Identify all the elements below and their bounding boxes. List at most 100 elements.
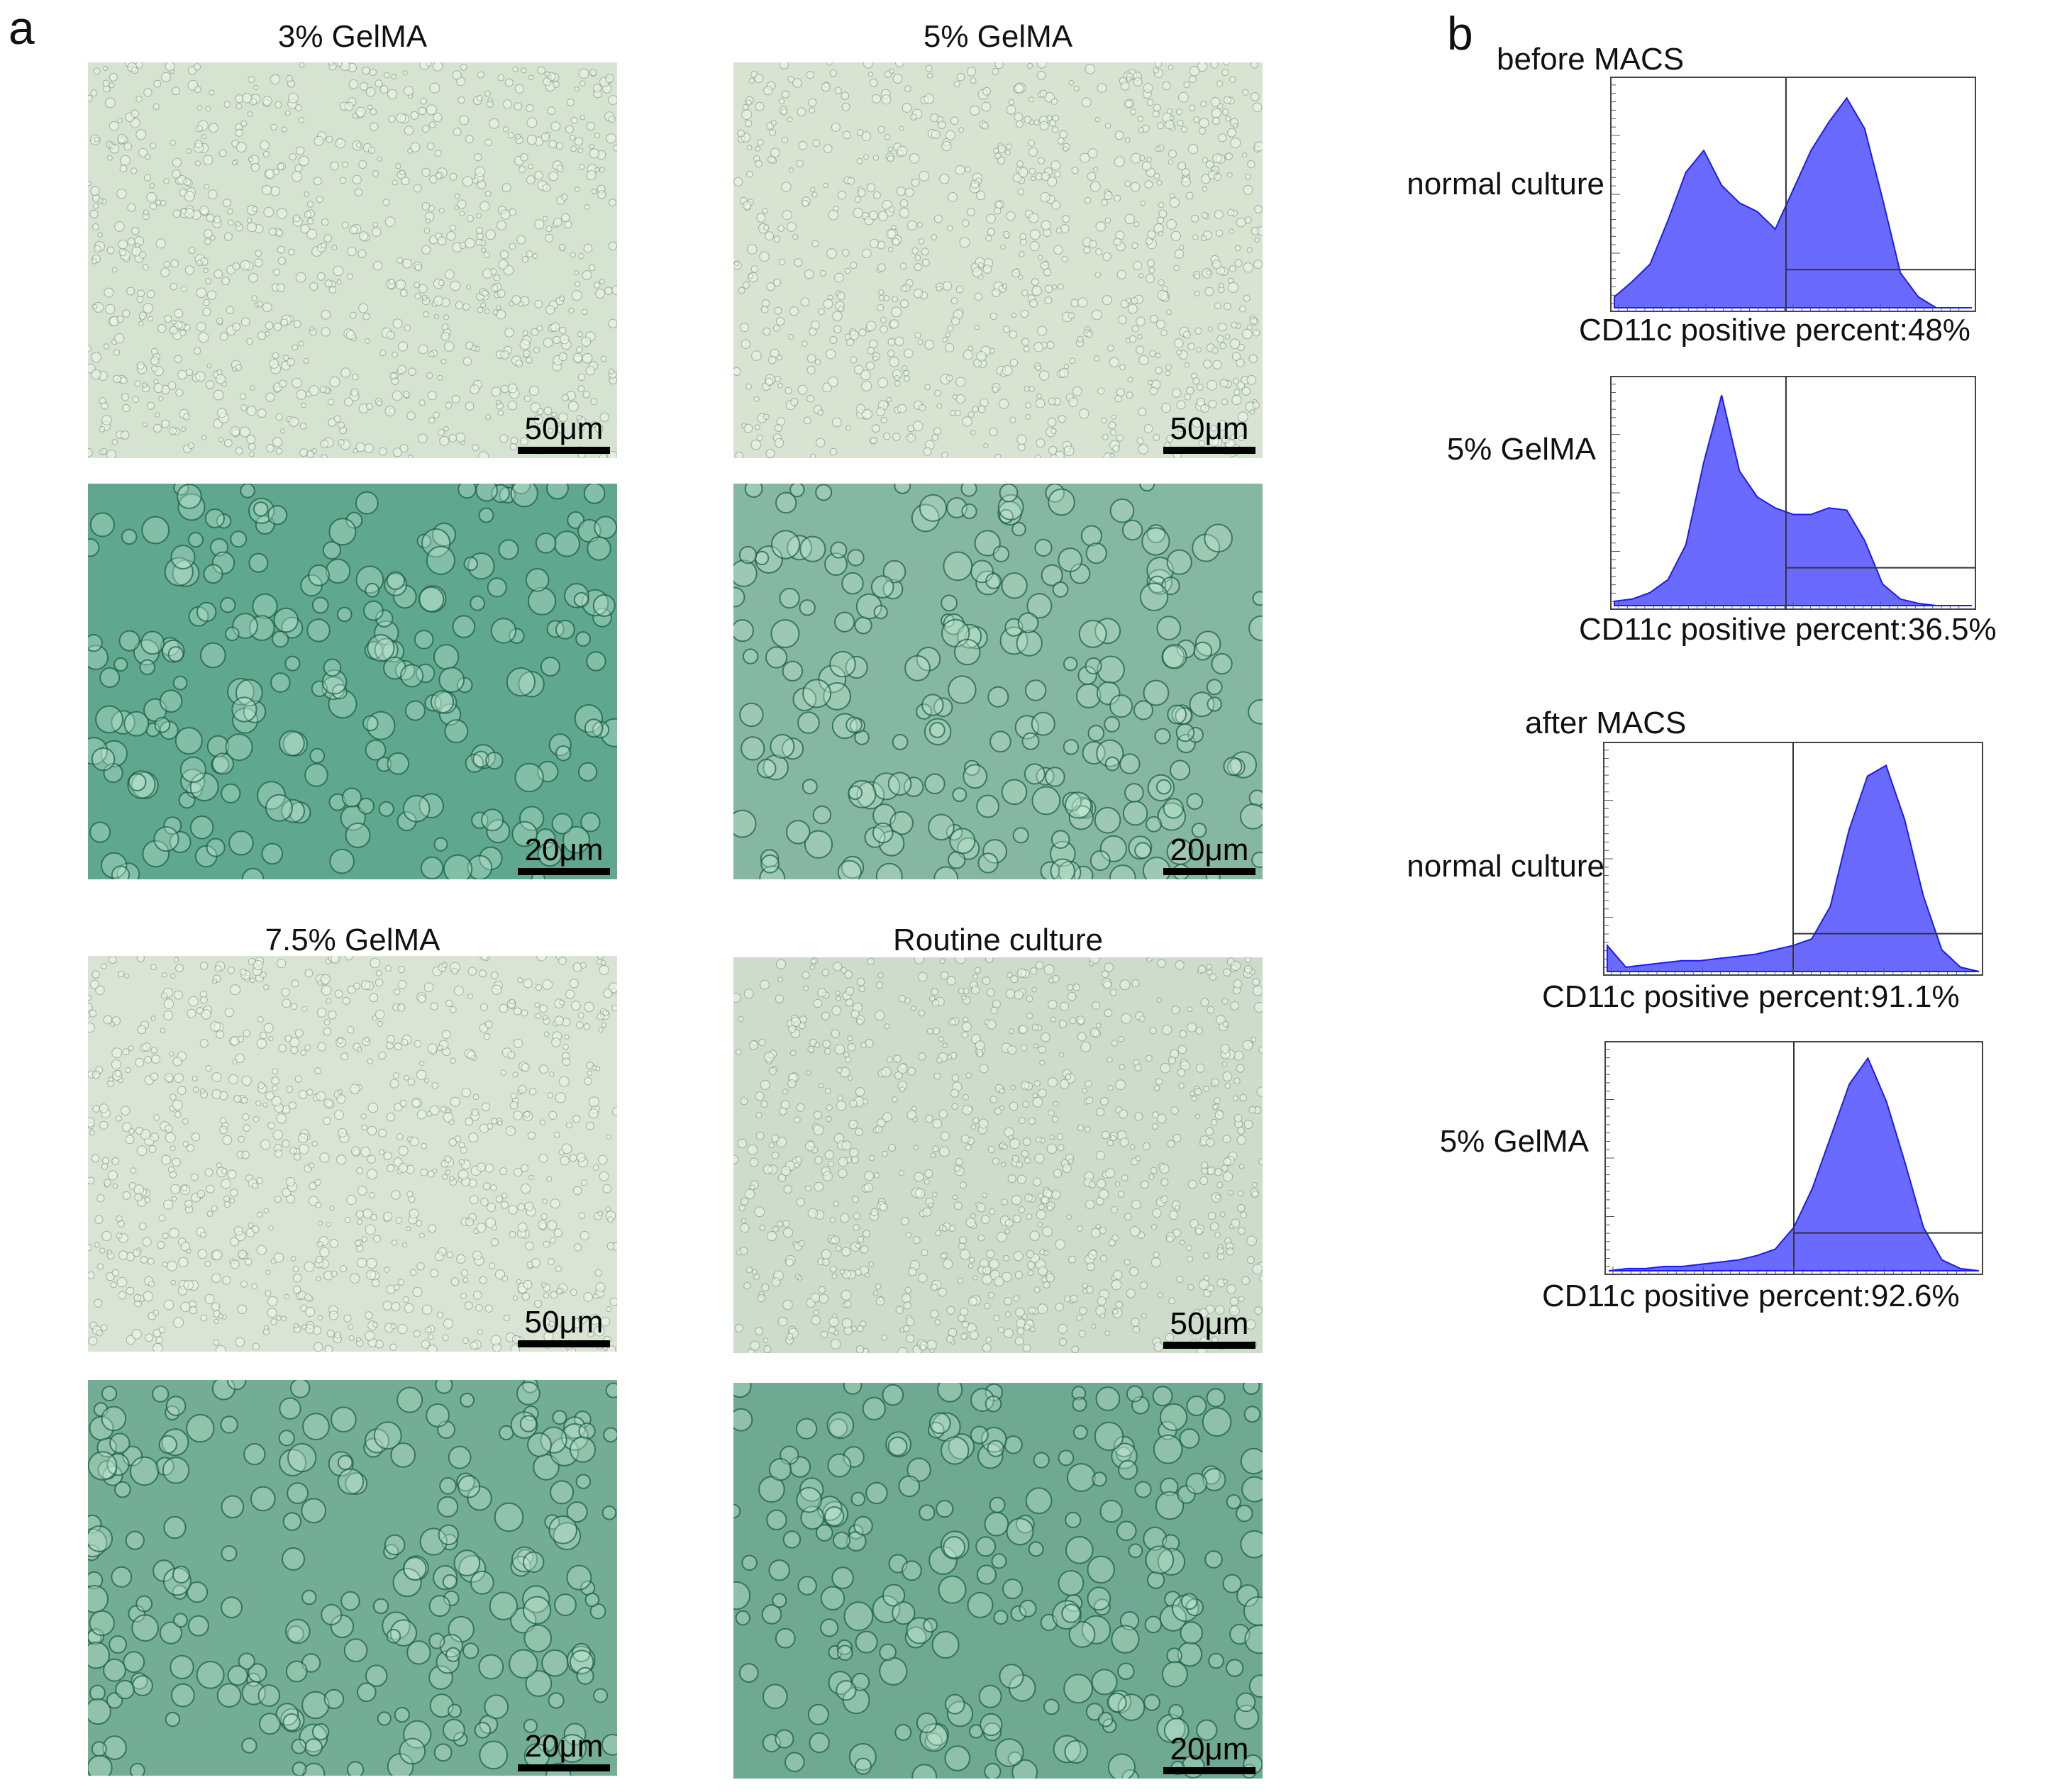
cell — [1214, 302, 1221, 310]
cell — [763, 1345, 772, 1353]
cell — [1148, 379, 1153, 386]
cell — [273, 322, 282, 331]
cell — [873, 605, 888, 620]
cell — [775, 375, 781, 382]
cell — [853, 1224, 860, 1231]
cell — [153, 1329, 162, 1337]
cell — [761, 1283, 770, 1292]
cell — [1157, 1292, 1163, 1298]
cell — [555, 1288, 562, 1295]
cell — [997, 145, 1007, 153]
cell — [959, 1236, 967, 1245]
cell — [284, 655, 301, 672]
cell — [1007, 1045, 1017, 1055]
cell — [492, 309, 499, 316]
cell — [863, 1230, 871, 1238]
cell — [465, 1118, 474, 1126]
cell — [1207, 1166, 1216, 1175]
cell — [358, 231, 369, 241]
cell — [913, 1145, 919, 1150]
cell — [1224, 1082, 1231, 1089]
cell — [1202, 157, 1209, 164]
cell — [1018, 1206, 1026, 1213]
cell — [1086, 1262, 1095, 1271]
cell — [1244, 216, 1252, 224]
cell — [1141, 1180, 1149, 1189]
cell — [202, 155, 214, 165]
cell — [429, 1693, 454, 1718]
cell — [1147, 230, 1156, 239]
cell — [1016, 630, 1043, 657]
cell — [857, 1235, 865, 1243]
cell — [176, 484, 202, 509]
cell — [1037, 62, 1047, 69]
cell — [1191, 1096, 1197, 1102]
cell — [215, 1345, 226, 1352]
cell — [550, 1237, 556, 1244]
cell — [227, 967, 235, 974]
cell — [1085, 1096, 1094, 1105]
cell — [1252, 978, 1260, 986]
cell — [443, 314, 450, 321]
cell — [802, 971, 810, 979]
cell — [222, 199, 232, 208]
cell — [919, 1723, 948, 1752]
cell — [337, 1454, 353, 1471]
cell — [404, 1075, 410, 1081]
cell — [250, 977, 255, 984]
cell — [479, 956, 489, 961]
cell — [765, 231, 775, 241]
cell — [307, 218, 314, 225]
cell — [1037, 157, 1045, 165]
cell — [1019, 251, 1025, 257]
cell — [575, 631, 591, 647]
cell — [194, 347, 201, 355]
cell — [391, 1302, 401, 1312]
cell — [741, 1197, 749, 1206]
cell — [864, 1171, 875, 1181]
cell — [330, 1614, 355, 1639]
cell — [345, 822, 371, 848]
cell — [483, 251, 490, 258]
cell — [421, 528, 451, 558]
cell — [88, 1022, 95, 1033]
cell — [862, 248, 872, 259]
cell — [1050, 160, 1061, 171]
cell — [1206, 1284, 1214, 1293]
cell — [750, 1340, 760, 1351]
cell — [230, 1237, 240, 1247]
cell — [1203, 1086, 1210, 1092]
cell — [375, 79, 383, 88]
cell — [850, 1491, 866, 1507]
cell — [338, 421, 345, 429]
cell — [924, 94, 935, 104]
cell — [553, 218, 562, 227]
cell — [111, 710, 135, 735]
cell — [1199, 118, 1209, 128]
cell — [389, 1079, 399, 1089]
cell — [237, 1035, 244, 1042]
cell — [826, 1104, 833, 1111]
cell — [148, 1280, 155, 1288]
cell — [1163, 798, 1184, 819]
cell — [1156, 216, 1165, 224]
scale-label: 50μm — [524, 1304, 604, 1340]
cell — [536, 325, 543, 332]
cell — [188, 247, 196, 255]
cell — [603, 1427, 617, 1443]
cell — [428, 121, 436, 128]
cell — [854, 364, 864, 374]
cell — [276, 229, 284, 238]
cell — [523, 1596, 552, 1625]
cell — [88, 181, 92, 187]
cell — [285, 1618, 311, 1644]
cell — [267, 1296, 278, 1307]
cell — [1199, 1279, 1210, 1291]
cell — [841, 572, 864, 595]
cell — [111, 865, 131, 879]
cell — [570, 1001, 581, 1011]
cell — [170, 283, 177, 291]
cell — [330, 161, 339, 171]
cell — [867, 72, 873, 77]
cell — [238, 1135, 245, 1143]
